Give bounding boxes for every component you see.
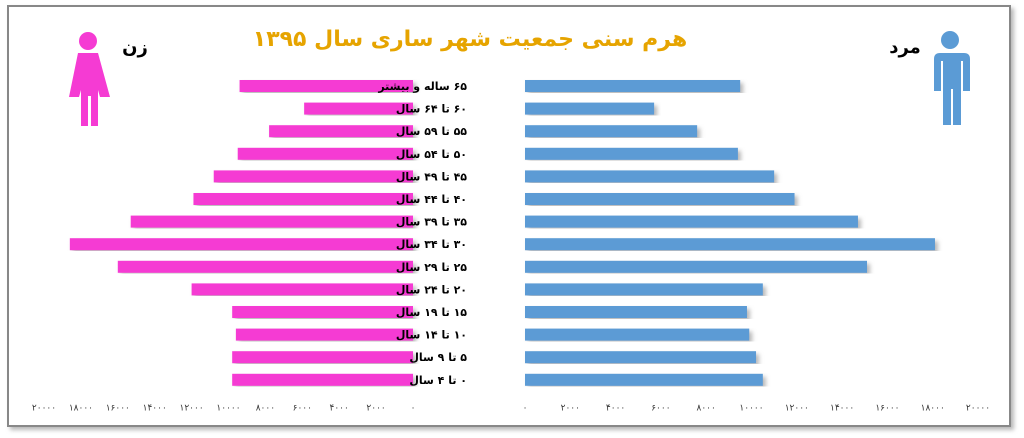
bar [213, 170, 413, 183]
category-label: ۳۵ تا ۳۹ سال [396, 216, 467, 229]
category-label: ۴۵ تا ۴۹ سال [396, 170, 467, 183]
x-tick-label: ۶۰۰۰ [293, 404, 312, 414]
female-icon [69, 32, 110, 126]
x-tick-label: ۱۶۰۰۰ [106, 404, 130, 414]
x-tick-label: ۱۴۰۰۰ [143, 404, 167, 414]
x-tick-label: ۱۲۰۰۰ [785, 404, 809, 414]
x-tick-label: ۸۰۰۰ [697, 404, 716, 414]
bar [525, 373, 763, 386]
bar [235, 328, 413, 341]
bar [239, 80, 413, 92]
x-tick-label: ۲۰۰۰ [366, 404, 385, 414]
bar [525, 351, 757, 364]
bar [525, 215, 858, 228]
x-tick-label: ۱۲۰۰۰ [180, 404, 204, 414]
bar [525, 102, 655, 115]
x-tick-label: ۰ [411, 404, 416, 414]
bar [525, 238, 935, 251]
category-label: ۲۵ تا ۲۹ سال [396, 261, 467, 274]
x-tick-label: ۱۸۰۰۰ [69, 404, 93, 414]
bar [525, 328, 750, 341]
x-tick-label: ۸۰۰۰ [256, 404, 275, 414]
x-tick-label: ۱۴۰۰۰ [830, 404, 854, 414]
category-label: ۰ تا ۴ سال [409, 374, 467, 387]
x-tick-label: ۲۰۰۰ [561, 404, 580, 414]
x-tick-label: ۰ [523, 404, 528, 414]
bar [525, 260, 868, 273]
category-label: ۴۰ تا ۴۴ سال [396, 193, 467, 206]
bar [232, 351, 413, 364]
legend-female: زن [122, 37, 148, 58]
category-label: ۱۰ تا ۱۴ سال [396, 329, 467, 342]
bar [130, 215, 413, 228]
category-label: ۱۵ تا ۱۹ سال [396, 306, 467, 319]
bar [69, 238, 413, 251]
category-label: ۶۰ تا ۶۴ سال [396, 103, 467, 116]
bar [525, 125, 698, 138]
male-icon [934, 31, 970, 125]
x-tick-label: ۴۰۰۰ [330, 404, 349, 414]
chart-title: هرم سنی جمعیت شهر ساری سال ۱۳۹۵ [253, 27, 687, 52]
bar [117, 260, 414, 273]
category-label: ۵۰ تا ۵۴ سال [396, 148, 467, 161]
x-tick-label: ۲۰۰۰۰ [32, 404, 56, 414]
x-tick-label: ۴۰۰۰ [606, 404, 625, 414]
bar [525, 306, 747, 318]
bar [237, 147, 413, 160]
bar [232, 306, 413, 318]
bar [193, 193, 413, 205]
x-tick-label: ۶۰۰۰ [651, 404, 670, 414]
x-tick-label: ۲۰۰۰۰ [966, 404, 990, 414]
bar [525, 80, 741, 92]
bar [525, 283, 763, 296]
x-tick-label: ۱۰۰۰۰ [216, 404, 240, 414]
category-label: ۳۰ تا ۳۴ سال [396, 238, 467, 251]
x-tick-label: ۱۸۰۰۰ [921, 404, 945, 414]
category-label: ۵۵ تا ۵۹ سال [396, 125, 467, 138]
bar [525, 193, 795, 205]
bar [304, 102, 413, 115]
bar [269, 125, 413, 138]
bar [232, 373, 413, 386]
category-label: ۵ تا ۹ سال [409, 351, 467, 364]
bar [525, 170, 775, 183]
x-tick-label: ۱۰۰۰۰ [739, 404, 763, 414]
legend-male: مرد [889, 37, 921, 58]
category-label: ۶۵ ساله و بیشتر [377, 80, 467, 93]
bar [191, 283, 413, 296]
bar [525, 147, 738, 160]
category-label: ۲۰ تا ۲۴ سال [396, 283, 467, 296]
x-tick-label: ۱۶۰۰۰ [875, 404, 899, 414]
